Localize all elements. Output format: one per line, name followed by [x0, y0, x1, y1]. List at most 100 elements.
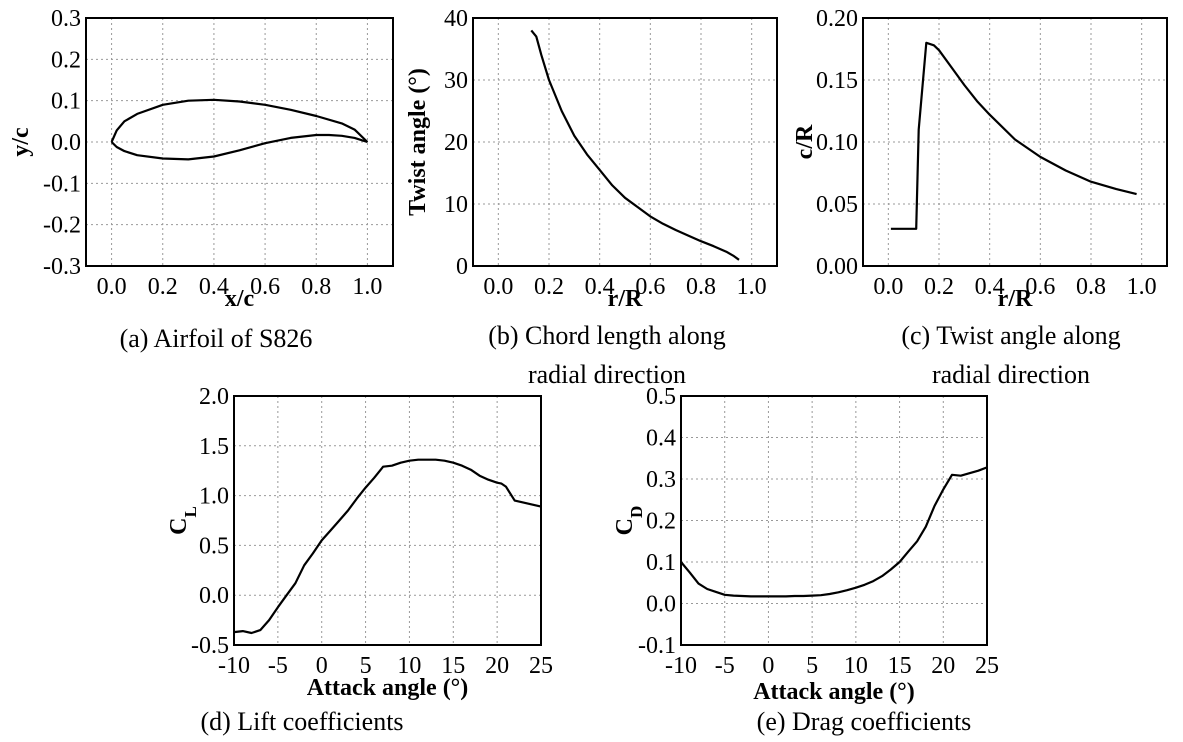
x-tick-label: 0.0	[873, 274, 903, 300]
x-tick-label: 0.6	[250, 274, 280, 300]
x-tick-label: 0.6	[1025, 274, 1055, 300]
chart-caption: (a) Airfoil of S826	[120, 324, 313, 353]
chart-caption: radial direction	[528, 360, 686, 389]
series-line	[110, 133, 368, 161]
x-tick-label: -10	[665, 653, 697, 679]
chart-caption: (d) Lift coefficients	[200, 707, 403, 736]
y-tick-label: 0.5	[646, 384, 676, 410]
x-tick-label: 0.0	[97, 274, 127, 300]
x-tick-label: 10	[844, 653, 868, 679]
x-tick-label: 0.2	[148, 274, 178, 300]
x-tick-label: 15	[441, 653, 465, 679]
chart-5: -10 -5 0 5 10 15 20 25 -0.1 0.0 0.1 0.2 0.3 0.4 0.5 Att…	[612, 384, 999, 736]
series-line	[890, 41, 1137, 230]
y-tick-label: 0.5	[199, 533, 229, 559]
x-tick-label: 0.8	[301, 274, 331, 300]
y-tick-label: 0	[456, 254, 468, 280]
plot-frame	[862, 17, 1168, 267]
x-tick-label: 0	[316, 653, 328, 679]
x-tick-label: 0.8	[686, 274, 716, 300]
plot-frame	[85, 17, 394, 267]
x-tick-label: 10	[397, 653, 421, 679]
y-tick-label: 0.4	[646, 426, 676, 452]
y-axis-label: c/R	[792, 124, 818, 159]
x-tick-label: 15	[888, 653, 912, 679]
x-tick-label: 5	[806, 653, 818, 679]
x-tick-label: 20	[931, 653, 955, 679]
x-tick-label: 20	[485, 653, 509, 679]
x-tick-label: 0.4	[585, 274, 615, 300]
y-tick-label: 0.05	[816, 192, 858, 218]
y-tick-label: -0.3	[43, 254, 81, 280]
y-axis-label-subscript: L	[181, 506, 200, 517]
x-tick-label: 25	[975, 653, 999, 679]
y-tick-label: -0.5	[191, 633, 229, 659]
y-tick-label: -0.1	[43, 171, 81, 197]
y-tick-label: 2.0	[199, 384, 229, 410]
y-tick-label: 30	[444, 68, 468, 94]
y-tick-label: 0.00	[816, 254, 858, 280]
x-tick-label: -5	[715, 653, 735, 679]
x-tick-label: 1.0	[737, 274, 767, 300]
series-line	[680, 466, 988, 598]
x-tick-label: 5	[360, 653, 372, 679]
y-tick-label: 10	[444, 192, 468, 218]
y-tick-label: 0.0	[646, 592, 676, 618]
y-axis-label-subscript: D	[627, 506, 646, 518]
chart-caption: (e) Drag coefficients	[757, 707, 972, 736]
y-tick-label: -0.2	[43, 213, 81, 239]
x-tick-label: 0.6	[635, 274, 665, 300]
y-axis-label: CL	[166, 506, 200, 535]
x-tick-label: 25	[529, 653, 553, 679]
plot-frame	[472, 17, 778, 267]
y-tick-label: 0.1	[646, 550, 676, 576]
x-axis-label: r/R	[998, 286, 1033, 312]
y-tick-label: 40	[444, 6, 468, 32]
x-tick-label: 1.0	[352, 274, 382, 300]
y-axis-label: y/c	[8, 127, 34, 157]
y-tick-label: 0.20	[816, 6, 858, 32]
x-tick-label: 0.0	[483, 274, 513, 300]
y-tick-label: 0.2	[646, 509, 676, 535]
chart-caption: radial direction	[932, 360, 1090, 389]
chart-1: 0.0 0.2 0.4 0.6 0.8 1.0 -0.3 -0.2 -0.1 0.0 0.1 0.2 0…	[8, 6, 394, 353]
y-tick-label: 0.3	[646, 467, 676, 493]
plot-frame	[680, 395, 988, 646]
x-tick-label: -5	[268, 653, 288, 679]
series-line	[233, 458, 542, 635]
chart-3: 0.0 0.2 0.4 0.6 0.8 1.0 0.00 0.05 0.10 0.15 0.20 r/…	[792, 6, 1168, 389]
x-tick-label: 0.4	[975, 274, 1005, 300]
y-tick-label: 0.1	[51, 89, 81, 115]
y-tick-label: 0.10	[816, 130, 858, 156]
x-tick-label: 0.2	[534, 274, 564, 300]
x-axis-label: r/R	[608, 286, 643, 312]
y-axis-label: CD	[612, 506, 646, 536]
x-tick-label: 0	[762, 653, 774, 679]
x-axis-label: Attack angle (°)	[307, 675, 469, 701]
chart-caption: (b) Chord length along	[488, 321, 726, 350]
series-line	[110, 98, 369, 143]
chart-2: 0.0 0.2 0.4 0.6 0.8 1.0 0 10 20 30 40 r/R Twist angl…	[405, 6, 778, 389]
y-tick-label: 0.2	[51, 47, 81, 73]
x-tick-label: 0.2	[924, 274, 954, 300]
x-tick-label: -10	[218, 653, 250, 679]
series-line	[530, 29, 740, 261]
y-tick-label: 0.0	[199, 583, 229, 609]
x-tick-label: 0.8	[1076, 274, 1106, 300]
chart-4: -10 -5 0 5 10 15 20 25 -0.5 0.0 0.5 1.0 1.5 2.0 Attack…	[166, 384, 553, 736]
plot-frame	[233, 395, 542, 646]
x-tick-label: 0.4	[199, 274, 229, 300]
y-tick-label: 0.15	[816, 68, 858, 94]
x-axis-label: Attack angle (°)	[753, 679, 915, 705]
y-tick-label: 0.3	[51, 6, 81, 32]
y-tick-label: 20	[444, 130, 468, 156]
y-tick-label: 1.0	[199, 484, 229, 510]
y-tick-label: -0.1	[638, 633, 676, 659]
y-tick-label: 0.0	[51, 130, 81, 156]
chart-caption: (c) Twist angle along	[901, 321, 1120, 350]
y-axis-label: Twist angle (°)	[405, 68, 431, 216]
y-tick-label: 1.5	[199, 434, 229, 460]
x-tick-label: 1.0	[1127, 274, 1157, 300]
x-axis-label: x/c	[225, 286, 255, 312]
